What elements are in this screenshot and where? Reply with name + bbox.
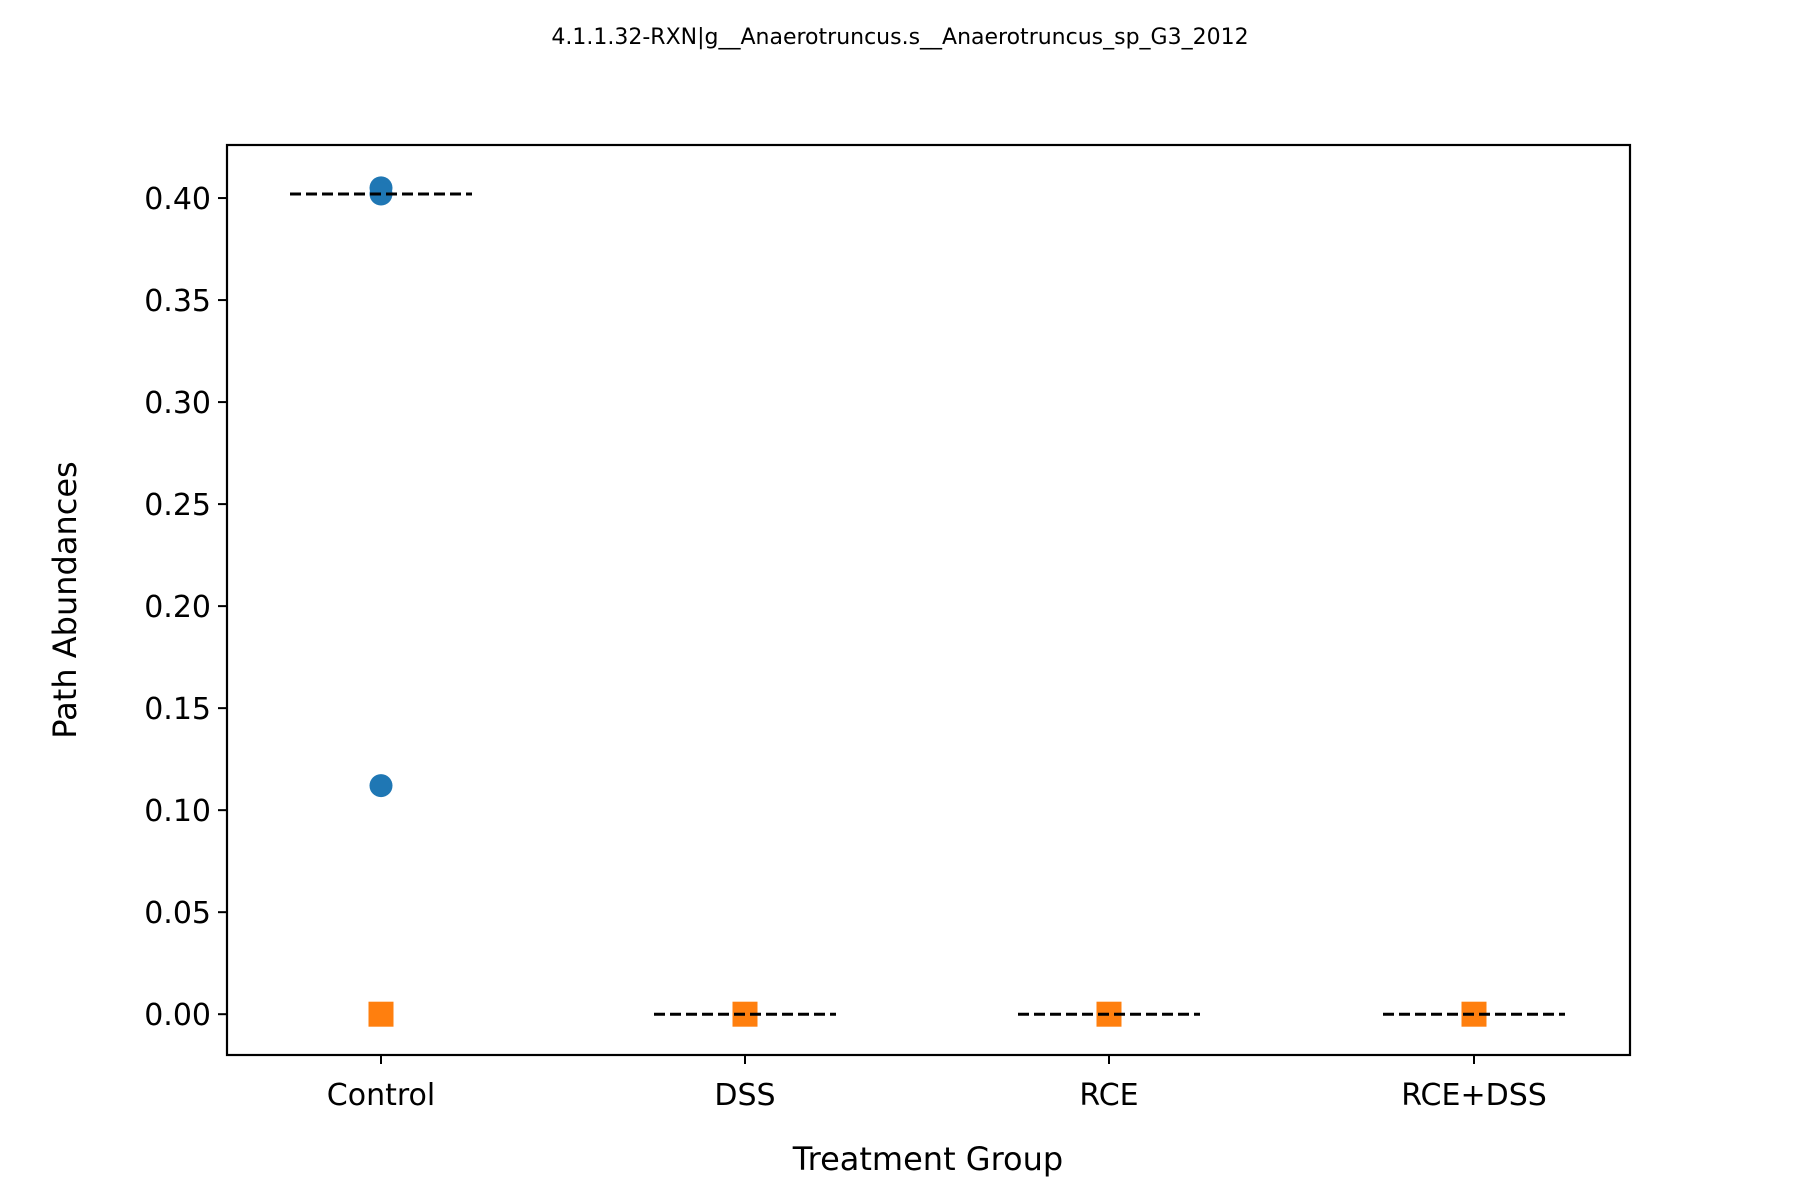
x-tick-label: RCE+DSS	[1401, 1078, 1547, 1113]
plot-marks	[290, 176, 1565, 1027]
y-tick-label: 0.35	[144, 284, 211, 319]
y-tick-label: 0.10	[144, 794, 211, 829]
y-axis-label: Path Abundances	[46, 461, 84, 738]
data-point-square	[368, 1001, 394, 1027]
x-tick-label: Control	[327, 1078, 435, 1113]
x-tick-label: DSS	[714, 1078, 775, 1113]
y-tick-label: 0.30	[144, 386, 211, 421]
y-tick-label: 0.15	[144, 692, 211, 727]
plot-frame	[225, 143, 1632, 1057]
chart-title: 4.1.1.32-RXN|g__Anaerotruncus.s__Anaerot…	[551, 25, 1248, 50]
data-point-circle	[369, 774, 393, 798]
x-tick-label: RCE	[1079, 1078, 1138, 1113]
y-tick-label: 0.05	[144, 896, 211, 931]
y-tick-label: 0.40	[144, 182, 211, 217]
y-tick-label: 0.25	[144, 488, 211, 523]
x-axis: Control DSS RCE RCE+DSS	[327, 1055, 1547, 1113]
y-axis: 0.00 0.05 0.10 0.15 0.20 0.25 0.30 0.35 0.40	[144, 182, 227, 1033]
y-tick-label: 0.20	[144, 590, 211, 625]
y-tick-label: 0.00	[144, 998, 211, 1033]
x-axis-label: Treatment Group	[792, 1140, 1063, 1178]
